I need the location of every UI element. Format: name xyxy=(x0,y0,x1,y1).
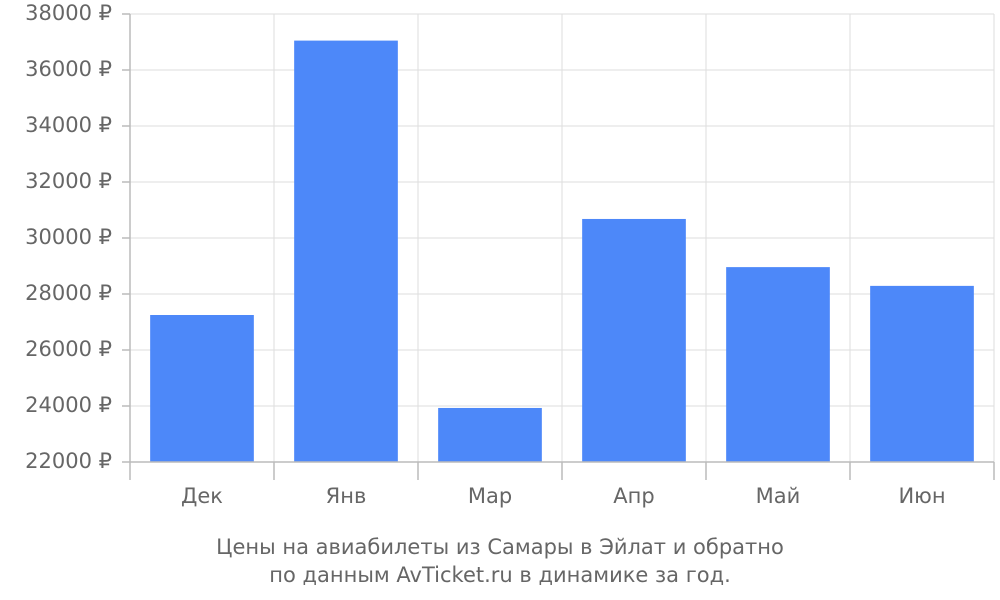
y-tick-label: 38000 ₽ xyxy=(25,1,112,25)
bar xyxy=(870,285,974,462)
chart-title: Цены на авиабилеты из Самары в Эйлат и о… xyxy=(216,535,784,559)
y-tick-label: 36000 ₽ xyxy=(25,57,112,81)
y-tick-label: 22000 ₽ xyxy=(25,449,112,473)
x-tick-label: Мар xyxy=(468,484,512,508)
x-tick-label: Янв xyxy=(326,484,367,508)
x-tick-label: Май xyxy=(756,484,801,508)
bar xyxy=(294,40,398,462)
bar xyxy=(438,407,542,462)
y-tick-label: 28000 ₽ xyxy=(25,281,112,305)
bar xyxy=(726,267,830,462)
bar xyxy=(150,315,254,462)
y-tick-label: 26000 ₽ xyxy=(25,337,112,361)
y-tick-label: 34000 ₽ xyxy=(25,113,112,137)
y-tick-label: 32000 ₽ xyxy=(25,169,112,193)
chart-subtitle: по данным AvTicket.ru в динамике за год. xyxy=(269,563,731,587)
bar xyxy=(582,218,686,462)
y-tick-label: 30000 ₽ xyxy=(25,225,112,249)
x-tick-label: Июн xyxy=(898,484,945,508)
y-tick-label: 24000 ₽ xyxy=(25,393,112,417)
x-tick-label: Дек xyxy=(181,484,223,508)
x-tick-label: Апр xyxy=(613,484,654,508)
